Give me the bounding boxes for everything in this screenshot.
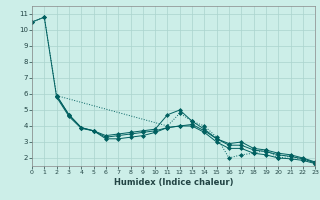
X-axis label: Humidex (Indice chaleur): Humidex (Indice chaleur) (114, 178, 233, 187)
